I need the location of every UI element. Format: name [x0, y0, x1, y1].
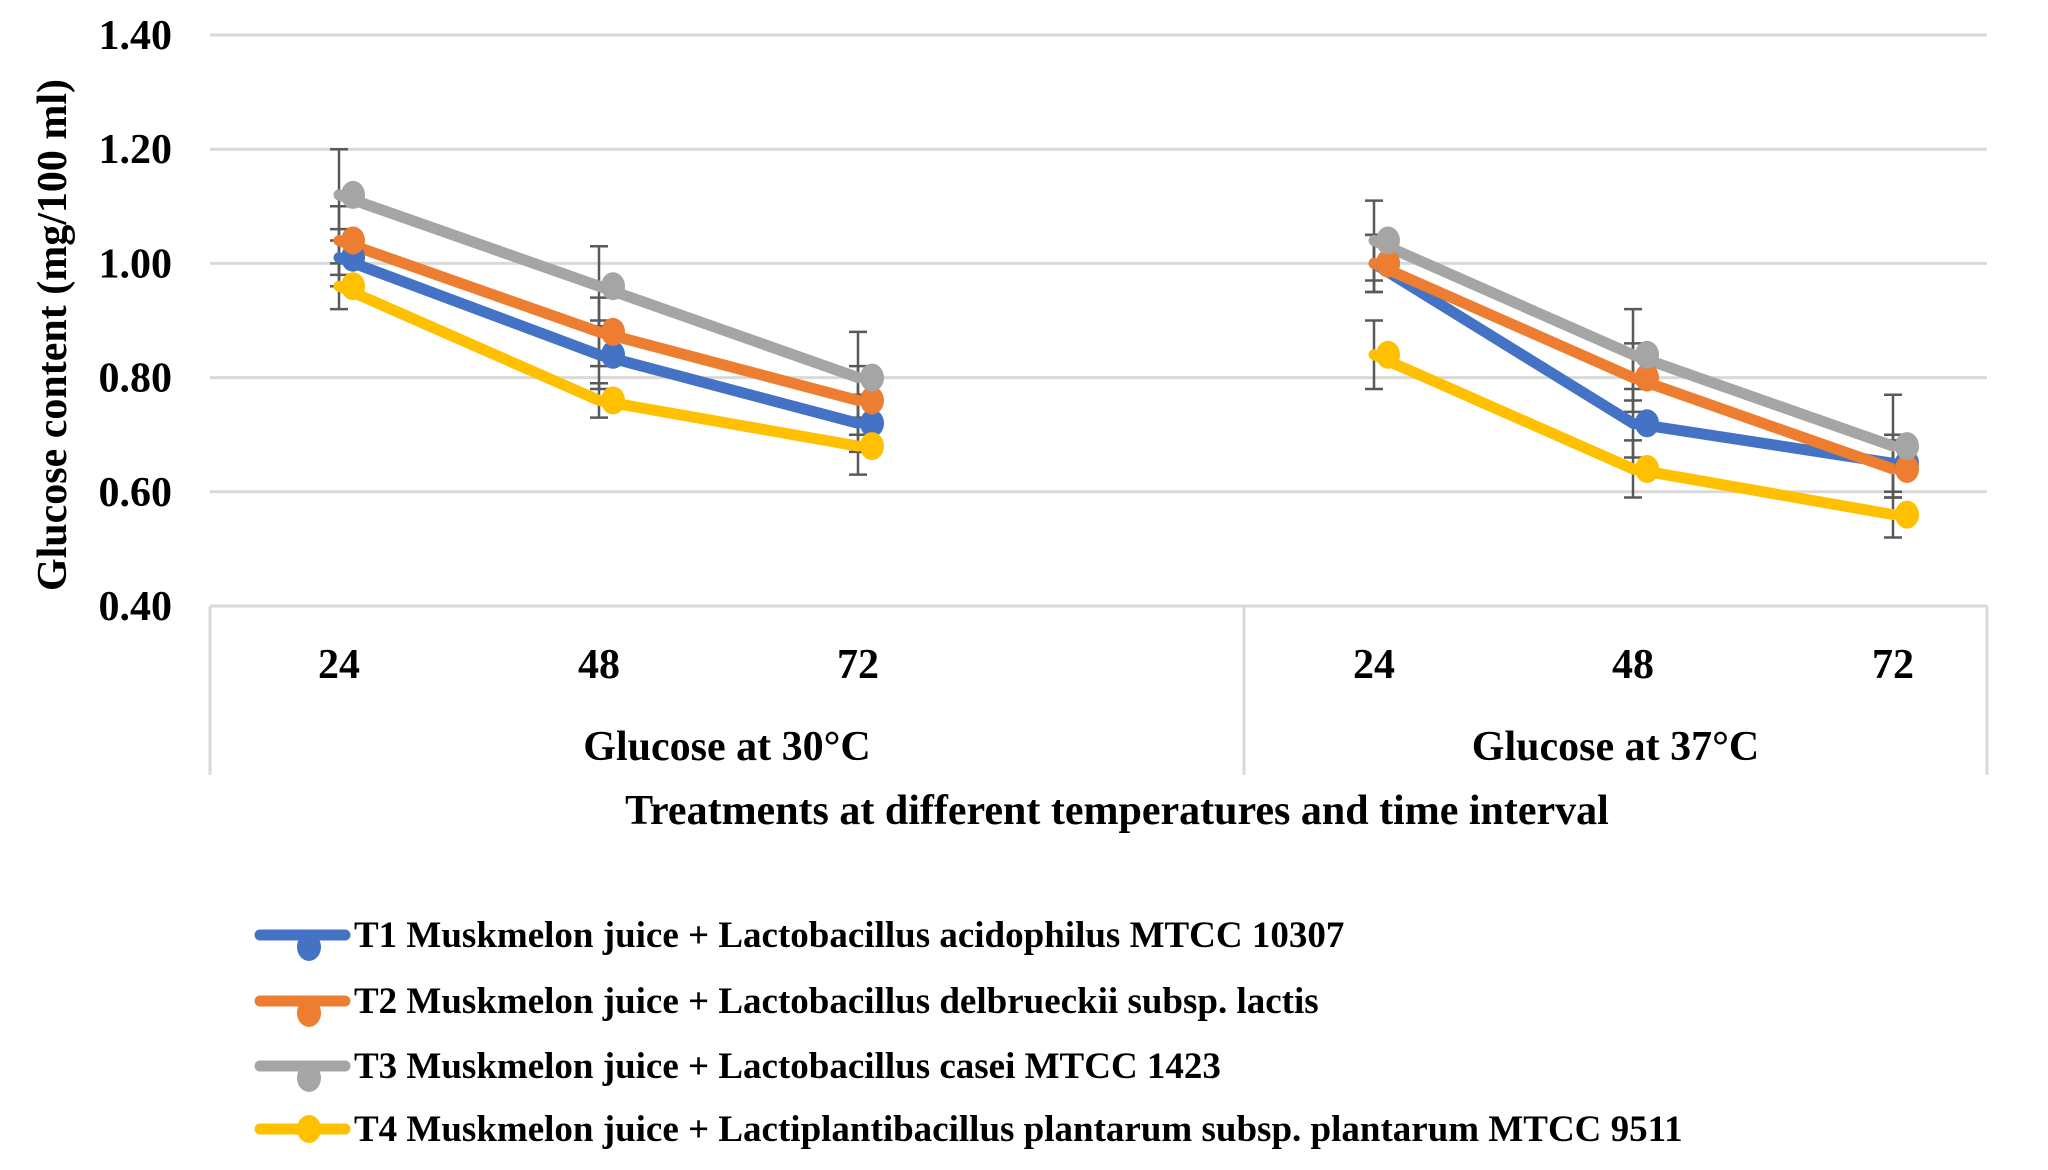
series-line-t4	[1368, 349, 1899, 521]
data-point-t1	[860, 409, 884, 438]
category-axis: 24 48 72 Glucose at 30°C 24 48 72 Glucose at 37…	[208, 606, 1989, 775]
gridlines	[210, 33, 1987, 608]
x-tick-label: 72	[1872, 642, 1914, 688]
legend-item-t3: T3 Muskmelon juice + Lactobacillus casei…	[254, 1046, 1221, 1092]
data-point-t4	[860, 432, 884, 461]
data-point-t2	[601, 317, 625, 346]
legend-label: T1 Muskmelon juice + Lactobacillus acido…	[354, 915, 1344, 956]
legend-item-t2: T2 Muskmelon juice + Lactobacillus delbr…	[254, 981, 1319, 1027]
data-point-t3	[601, 272, 625, 301]
series-line-t4	[333, 280, 864, 452]
data-point-t4	[601, 386, 625, 415]
data-point-t2	[1895, 454, 1919, 483]
data-point-t2	[341, 226, 365, 255]
data-point-t2	[1635, 363, 1659, 392]
data-point-t3	[1635, 340, 1659, 369]
y-tick-label: 1.40	[99, 13, 173, 59]
y-axis-ticks: 0.40 0.60 0.80 1.00 1.20 1.40	[99, 13, 173, 630]
data-point-t3	[341, 180, 365, 209]
data-point-t4	[341, 272, 365, 301]
x-tick-label: 24	[1353, 642, 1395, 688]
x-tick-label: 48	[1612, 642, 1654, 688]
legend-marker-icon	[297, 933, 321, 961]
group-label: Glucose at 30°C	[583, 724, 870, 770]
series-line-t2	[1368, 257, 1899, 475]
legend-label: T2 Muskmelon juice + Lactobacillus delbr…	[354, 981, 1319, 1022]
data-point-t2	[860, 386, 884, 415]
y-tick-label: 0.60	[99, 470, 173, 516]
y-tick-label: 0.40	[99, 584, 173, 630]
data-point-t4	[1376, 340, 1400, 369]
data-point-t3	[1895, 432, 1919, 461]
group-label: Glucose at 37°C	[1472, 724, 1759, 770]
data-point-t1	[601, 340, 625, 369]
y-tick-label: 0.80	[99, 356, 173, 402]
x-axis-title: Treatments at different temperatures and…	[625, 788, 1609, 834]
series-line-t3	[1368, 235, 1899, 452]
data-point-t4	[1895, 500, 1919, 529]
legend-label: T3 Muskmelon juice + Lactobacillus casei…	[354, 1046, 1221, 1087]
series-line-t1	[1368, 257, 1899, 469]
data-point-t2	[1376, 249, 1400, 278]
x-tick-label: 72	[837, 642, 879, 688]
series-line-t2	[333, 235, 864, 406]
series-markers	[341, 180, 1919, 529]
legend-item-t1: T1 Muskmelon juice + Lactobacillus acido…	[254, 915, 1344, 961]
series-line-t1	[333, 252, 864, 429]
y-axis-title: Glucose content (mg/100 ml)	[30, 79, 76, 591]
legend: T1 Muskmelon juice + Lactobacillus acido…	[254, 915, 1683, 1150]
legend-marker-icon	[297, 1064, 321, 1092]
y-tick-label: 1.20	[99, 127, 173, 173]
legend-label: T4 Muskmelon juice + Lactiplantibacillus…	[354, 1109, 1683, 1150]
legend-marker-icon	[297, 999, 321, 1027]
data-point-t4	[1635, 454, 1659, 483]
legend-marker-icon	[297, 1115, 321, 1143]
series-lines	[333, 189, 1899, 521]
x-tick-label: 24	[318, 642, 360, 688]
legend-item-t4: T4 Muskmelon juice + Lactiplantibacillus…	[254, 1109, 1683, 1150]
data-point-t1	[1635, 409, 1659, 438]
series-line-t3	[333, 189, 864, 384]
data-point-t3	[860, 363, 884, 392]
data-point-t3	[1376, 226, 1400, 255]
y-tick-label: 1.00	[99, 241, 173, 287]
x-tick-label: 48	[578, 642, 620, 688]
